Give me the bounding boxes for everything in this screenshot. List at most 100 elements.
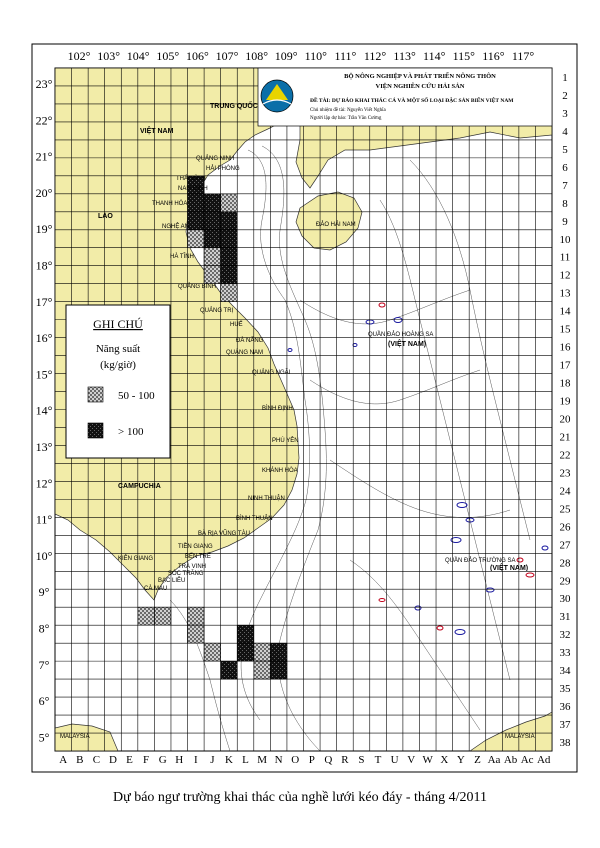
lat-label: 14° bbox=[36, 404, 53, 418]
label-quang-nam: QUẢNG NAM bbox=[226, 349, 263, 356]
lat-label: 12° bbox=[36, 476, 53, 490]
lon-label: 117° bbox=[512, 49, 535, 63]
label-hai-phong: HẢI PHÒNG bbox=[206, 165, 240, 172]
col-label: B bbox=[76, 754, 83, 766]
label-ha-tinh: HÀ TĨNH bbox=[170, 253, 194, 260]
lon-label: 114° bbox=[423, 49, 446, 63]
lat-label: 20° bbox=[36, 186, 53, 200]
label-truong-sa: QUẦN ĐẢO TRƯỜNG SA bbox=[445, 557, 516, 564]
forecast-cell-I31 bbox=[187, 606, 205, 626]
forecast-cell-L32 bbox=[236, 624, 255, 644]
row-label: 22 bbox=[560, 449, 571, 461]
lon-label: 111° bbox=[334, 49, 356, 63]
lon-label: 116° bbox=[482, 49, 505, 63]
legend-label-high: > 100 bbox=[118, 426, 144, 438]
lat-label: 15° bbox=[36, 367, 53, 381]
lon-label: 107° bbox=[216, 49, 239, 63]
row-label: 19 bbox=[560, 396, 572, 408]
label-quang-binh: QUẢNG BÌNH bbox=[178, 283, 216, 290]
mainland-land bbox=[55, 68, 301, 601]
row-label: 21 bbox=[560, 431, 571, 443]
label-lao: LÀO bbox=[98, 211, 113, 220]
lat-label: 23° bbox=[36, 77, 53, 91]
row-label: 36 bbox=[560, 701, 572, 713]
forecast-cell-K10 bbox=[220, 229, 238, 249]
col-label: L bbox=[242, 754, 249, 766]
forecast-cell-L33 bbox=[236, 642, 255, 662]
forecast-cell-G31 bbox=[154, 606, 172, 626]
row-label: 25 bbox=[560, 503, 572, 515]
col-label: J bbox=[210, 754, 215, 766]
col-label: Z bbox=[474, 754, 481, 766]
header-institute: VIỆN NGHIÊN CỨU HẢI SẢN bbox=[376, 82, 465, 90]
row-label: 29 bbox=[560, 575, 572, 587]
label-binh-dinh: BÌNH ĐỊNH bbox=[262, 405, 293, 412]
lon-label: 105° bbox=[156, 49, 179, 63]
col-label: K bbox=[225, 754, 233, 766]
row-label: 33 bbox=[560, 647, 572, 659]
col-label: Ab bbox=[504, 754, 518, 766]
lon-label: 113° bbox=[393, 49, 416, 63]
label-nghe-an: NGHỆ AN bbox=[162, 222, 189, 230]
legend-subtitle-2: (kg/giờ) bbox=[100, 359, 136, 371]
lat-label: 22° bbox=[36, 113, 53, 127]
label-quang-tri: QUẢNG TRỊ bbox=[200, 307, 234, 314]
label-malaysia-west: MALAYSIA bbox=[60, 734, 90, 740]
legend-swatch-high bbox=[87, 422, 104, 439]
lon-label: 102° bbox=[68, 49, 91, 63]
label-quang-ngai: QUẢNG NGÃI bbox=[252, 369, 291, 376]
lat-label: 8° bbox=[39, 622, 50, 636]
forecast-cell-K8 bbox=[220, 193, 238, 213]
row-label: 10 bbox=[560, 234, 572, 246]
lat-label: 13° bbox=[36, 440, 53, 454]
col-label: W bbox=[423, 754, 434, 766]
row-label: 5 bbox=[562, 144, 568, 156]
forecast-cell-F31 bbox=[137, 606, 155, 626]
lat-label: 16° bbox=[36, 331, 53, 345]
legend-box bbox=[65, 304, 171, 459]
col-label: X bbox=[440, 754, 448, 766]
label-thanh-hoa: THANH HÓA bbox=[152, 200, 187, 207]
label-ba-ria-vt: BÀ RỊA VŨNG TÀU bbox=[198, 530, 250, 537]
forecast-cell-K9 bbox=[220, 211, 238, 231]
forecast-cell-I8 bbox=[187, 193, 205, 213]
label-tra-vinh: TRÀ VINH bbox=[178, 563, 206, 570]
lat-label: 19° bbox=[36, 222, 53, 236]
forecast-cell-I10 bbox=[187, 229, 205, 249]
row-label: 13 bbox=[560, 288, 572, 300]
label-da-nang: ĐÀ NẴNG bbox=[236, 337, 264, 344]
col-label: E bbox=[126, 754, 133, 766]
lon-label: 104° bbox=[127, 49, 150, 63]
legend: GHI CHÚ Năng suất (kg/giờ) 50 - 100 > 10… bbox=[65, 304, 171, 459]
row-label: 27 bbox=[560, 539, 572, 551]
row-label: 8 bbox=[562, 198, 568, 210]
lat-label: 10° bbox=[36, 549, 53, 563]
header-ministry: BỘ NÔNG NGHIỆP VÀ PHÁT TRIỂN NÔNG THÔN bbox=[344, 72, 496, 80]
label-hoang-sa: QUẦN ĐẢO HOÀNG SA bbox=[368, 331, 433, 338]
lon-label: 112° bbox=[364, 49, 387, 63]
col-label: Y bbox=[457, 754, 465, 766]
lat-label: 21° bbox=[36, 150, 53, 164]
lon-label: 110° bbox=[305, 49, 328, 63]
col-label: Aa bbox=[488, 754, 501, 766]
lat-label: 17° bbox=[36, 295, 53, 309]
label-nam-dinh: NAM ĐỊNH bbox=[178, 186, 208, 192]
col-label: C bbox=[93, 754, 100, 766]
label-malaysia-east: MALAYSIA bbox=[505, 734, 535, 740]
malaysia-west-land bbox=[55, 723, 119, 751]
col-label: I bbox=[194, 754, 198, 766]
lon-label: 103° bbox=[97, 49, 120, 63]
lon-label: 115° bbox=[453, 49, 476, 63]
forecast-cell-K12 bbox=[220, 265, 238, 284]
row-label: 2 bbox=[562, 90, 568, 102]
col-label: N bbox=[275, 754, 283, 766]
col-label: V bbox=[407, 754, 415, 766]
row-label: 11 bbox=[560, 252, 571, 264]
row-label: 1 bbox=[562, 72, 568, 84]
forecast-cell-K11 bbox=[220, 247, 238, 267]
label-ben-tre: BẾN TRE bbox=[185, 553, 211, 560]
label-hoang-sa-vn: (VIỆT NAM) bbox=[388, 339, 426, 348]
label-khanh-hoa: KHÁNH HÒA bbox=[262, 467, 298, 474]
col-label: M bbox=[257, 754, 267, 766]
